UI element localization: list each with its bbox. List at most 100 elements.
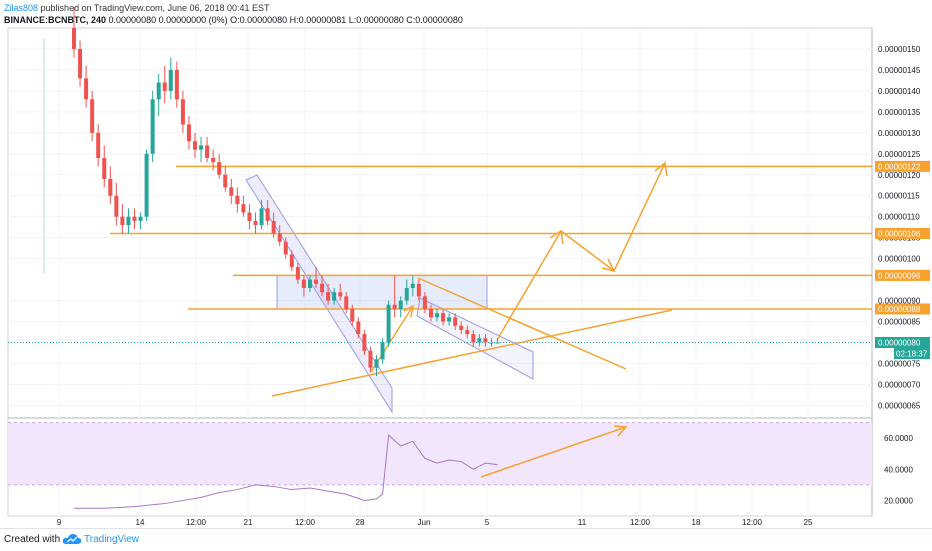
candle (84, 65, 89, 108)
price-label: 0.00000080 (878, 339, 921, 348)
candle (398, 296, 403, 318)
candle (301, 275, 306, 297)
candle (271, 212, 276, 238)
candle-body (186, 124, 191, 142)
arrowhead-icon (654, 161, 668, 177)
candle-body (314, 279, 318, 284)
candle-body (235, 195, 240, 205)
candle (380, 338, 385, 364)
candle-body (114, 195, 119, 217)
candle-body (223, 174, 228, 188)
candle (392, 275, 397, 318)
candle-body (283, 241, 288, 255)
candle-body (126, 216, 131, 226)
candles (72, 7, 500, 377)
candle (283, 237, 288, 259)
arrowhead-icon (613, 425, 628, 437)
candle-body (356, 321, 361, 335)
x-tick-label: 12:00 (186, 518, 207, 527)
y-tick-label: 0.00000125 (878, 150, 921, 159)
candle (253, 212, 258, 234)
arrowhead-icon (549, 229, 564, 245)
y-tick-label: 0.00000090 (878, 297, 921, 306)
candle-body (416, 283, 421, 297)
candle-body (295, 267, 300, 280)
candle-body (459, 325, 464, 330)
candle (441, 308, 446, 326)
candle-body (162, 82, 167, 91)
candle (132, 208, 137, 230)
candle (168, 57, 173, 100)
candle-body (271, 220, 276, 234)
candle-body (289, 254, 294, 268)
candle-body (344, 296, 349, 309)
candle (247, 204, 252, 230)
descending-channel (245, 174, 393, 414)
candle (326, 283, 331, 305)
rsi-line (74, 434, 498, 509)
created-with-label: Created with (4, 534, 61, 545)
candle (72, 7, 76, 58)
y-tick-label: 0.00000065 (878, 401, 921, 410)
y-tick-label: 0.00000130 (878, 129, 921, 138)
candle-body (156, 82, 161, 100)
candle-body (247, 212, 252, 221)
publish-info: Zilas808 published on TradingView.com, J… (4, 2, 924, 14)
x-tick-label: 12:00 (295, 518, 316, 527)
candle-body (422, 296, 427, 309)
candle-body (435, 313, 439, 318)
axes: 0.00000065 0.00000070 0.00000075 0.00000085… (57, 45, 930, 527)
candle (447, 313, 452, 326)
x-tick-label: 14 (136, 518, 145, 527)
candle (108, 166, 113, 205)
candle (138, 212, 143, 230)
y-tick-label: 0.00000115 (878, 192, 920, 201)
chart-header: Zilas808 published on TradingView.com, J… (4, 2, 924, 30)
candle-body (193, 141, 197, 150)
candle-body (386, 304, 391, 343)
candle-body (398, 300, 403, 309)
tradingview-brand-link[interactable]: TradingView (84, 534, 140, 545)
price-chart[interactable]: 0.00000065 0.00000070 0.00000075 0.00000085… (0, 0, 932, 528)
candle-body (241, 204, 246, 213)
candle (235, 187, 240, 213)
drawings[interactable] (43, 38, 872, 478)
candle (144, 149, 149, 221)
candle-body (307, 279, 312, 288)
candle-body (138, 216, 143, 221)
rsi-band-layer (8, 422, 872, 486)
candle-body (471, 334, 476, 343)
candle (350, 304, 355, 326)
candle-body (362, 334, 367, 351)
candle-body (259, 208, 264, 226)
x-tick-label: Jun (418, 518, 431, 527)
candle-body (150, 99, 155, 154)
x-tick-label: 11 (578, 518, 587, 527)
y-tick-label: 0.00000100 (878, 255, 921, 264)
candle-body (350, 308, 355, 322)
candle (410, 275, 415, 297)
countdown-label: 02:18:37 (896, 350, 928, 359)
candle-body (410, 283, 415, 288)
candle-body (72, 28, 76, 49)
rising-trendline (271, 309, 673, 397)
symbol-info: BINANCE:BCNBTC, 240 0.00000080 0.0000000… (4, 14, 924, 27)
candle-body (441, 313, 446, 322)
y-tick-label: 0.00000110 (878, 213, 920, 222)
published-text: published on TradingView.com, June 06, 2… (40, 3, 270, 13)
candle-body (332, 292, 337, 301)
candle-body (301, 279, 306, 288)
candle (356, 317, 361, 339)
candle (259, 199, 264, 230)
tradingview-cloud-icon (62, 534, 82, 544)
y-tick-label: 0.00000135 (878, 108, 921, 117)
x-tick-label: 25 (804, 518, 813, 527)
candle-body (477, 338, 482, 343)
candle-body (108, 178, 113, 196)
candle (277, 225, 282, 247)
publisher-name[interactable]: Zilas808 (4, 3, 39, 13)
candle (489, 338, 494, 347)
candle-body (90, 99, 95, 133)
price-label: 0.00000096 (878, 271, 921, 280)
candle (465, 325, 470, 339)
